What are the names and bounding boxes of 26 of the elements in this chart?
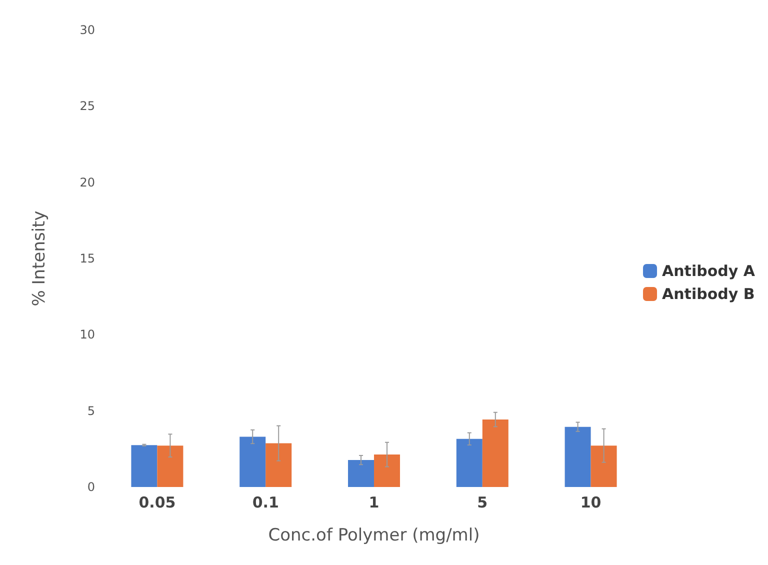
y-tick-label: 20 <box>80 175 95 190</box>
bar <box>482 420 508 487</box>
y-tick-label: 25 <box>80 99 95 114</box>
bar <box>266 443 292 487</box>
y-axis-title: % Intensity <box>30 210 50 306</box>
x-tick-label: 5 <box>477 494 488 512</box>
y-tick-label: 10 <box>80 328 95 342</box>
x-tick-label: 0.1 <box>252 494 279 512</box>
x-tick-label: 1 <box>368 494 380 512</box>
bar <box>374 454 400 487</box>
legend-label: Antibody A <box>662 262 756 280</box>
bar <box>240 436 266 487</box>
x-axis-title: Conc.of Polymer (mg/ml) <box>268 526 480 546</box>
x-tick-label: 0.05 <box>138 494 176 512</box>
legend-label: Antibody B <box>662 285 755 303</box>
bar <box>456 438 482 487</box>
x-tick-label: 10 <box>580 494 602 512</box>
bar <box>348 460 374 487</box>
bar <box>131 445 158 487</box>
y-tick-label: 5 <box>87 404 95 418</box>
bar <box>564 426 591 487</box>
y-tick-label: 15 <box>80 252 95 266</box>
y-tick-label: 0 <box>87 480 95 494</box>
y-tick-label: 30 <box>80 23 95 37</box>
bar <box>157 446 184 487</box>
bar <box>590 446 617 487</box>
